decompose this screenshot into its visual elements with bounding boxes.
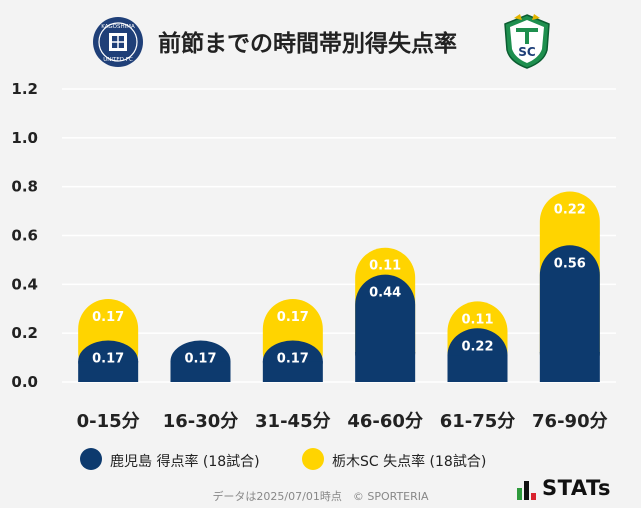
x-tick-label: 0-15分 <box>77 411 140 432</box>
y-tick-label: 0.0 <box>11 373 38 391</box>
right-logo-text: SC <box>518 45 536 59</box>
bar-series1-base <box>262 361 323 382</box>
y-tick-label: 0.4 <box>11 275 38 293</box>
legend-swatch-series2 <box>302 448 324 470</box>
bar-series1 <box>539 245 600 382</box>
data-label-series1: 0.44 <box>369 286 401 301</box>
legend-label-series1: 鹿児島 得点率 (18試合) <box>110 454 260 470</box>
legend-label-series2: 栃木SC 失点率 (18試合) <box>332 454 487 470</box>
stats-logo-icon <box>517 481 536 500</box>
y-tick-label: 0.2 <box>11 324 38 342</box>
x-tick-label: 46-60分 <box>347 411 423 432</box>
data-label-series2: 0.11 <box>369 259 401 274</box>
data-label-series2: 0.22 <box>554 203 586 218</box>
stats-brand-text: STATs <box>542 476 611 500</box>
x-tick-label: 61-75分 <box>440 411 516 432</box>
y-tick-label: 1.0 <box>11 129 38 147</box>
legend-swatch-series1 <box>80 448 102 470</box>
y-tick-label: 0.6 <box>11 227 38 245</box>
x-tick-label: 76-90分 <box>532 411 608 432</box>
data-label-series1: 0.56 <box>554 256 586 271</box>
header: KAGOSHIMA UNITED FC 前節までの時間帯別得失点率 SC <box>0 0 641 76</box>
footer-note: データは2025/07/01時点 © SPORTERIA <box>212 490 429 503</box>
chart-title: 前節までの時間帯別得失点率 <box>158 31 457 57</box>
data-label-series2: 0.17 <box>277 310 309 325</box>
tochigi-sc-logo-icon: SC <box>504 14 550 69</box>
bar-series1-base <box>355 352 416 382</box>
data-label-series1: 0.17 <box>184 351 216 366</box>
data-label-series1: 0.17 <box>92 351 124 366</box>
x-tick-label: 31-45分 <box>255 411 331 432</box>
left-logo-text-bottom: UNITED FC <box>103 57 133 63</box>
x-tick-label: 16-30分 <box>163 411 239 432</box>
y-tick-label: 1.2 <box>11 80 38 98</box>
left-logo-text-top: KAGOSHIMA <box>101 24 135 30</box>
bar-series1-base <box>447 355 508 382</box>
y-tick-label: 0.8 <box>11 178 38 196</box>
bar-series1-base <box>539 352 600 382</box>
kagoshima-logo-icon: KAGOSHIMA UNITED FC <box>93 17 143 67</box>
data-label-series1: 0.17 <box>277 351 309 366</box>
bar-series1-base <box>78 361 139 382</box>
bar-series1-base <box>170 361 231 382</box>
data-label-series1: 0.22 <box>461 339 493 354</box>
data-label-series2: 0.11 <box>461 312 493 327</box>
data-label-series2: 0.17 <box>92 310 124 325</box>
